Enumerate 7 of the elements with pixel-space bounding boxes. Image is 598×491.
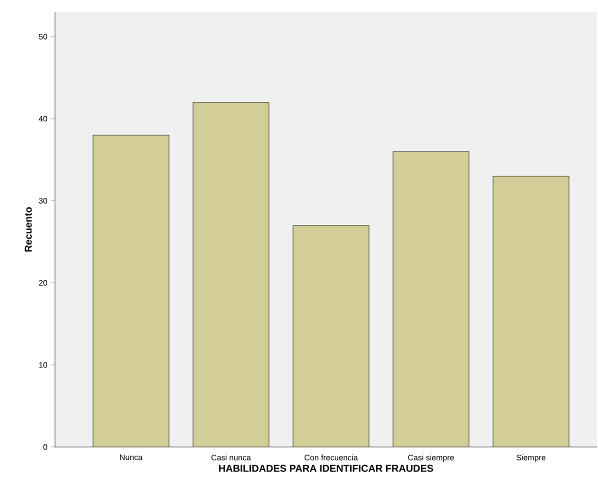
bar [93,135,169,447]
x-axis-title: HABILIDADES PARA IDENTIFICAR FRAUDES [219,464,434,472]
y-axis-title: Recuento [24,207,32,252]
bar [492,176,570,447]
bar [293,225,370,447]
bar [393,152,470,447]
bar [193,102,270,447]
